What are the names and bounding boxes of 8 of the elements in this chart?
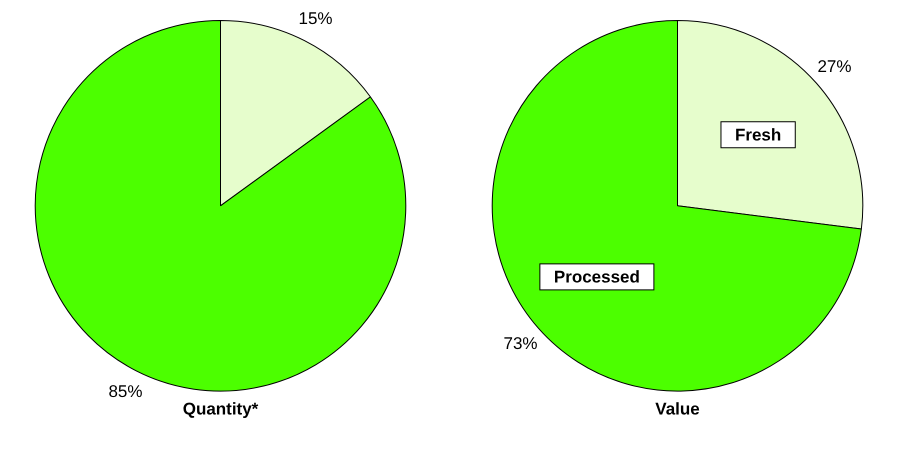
data-label: 85% xyxy=(108,382,142,401)
data-label: 15% xyxy=(298,9,333,28)
slice-label: Fresh xyxy=(734,125,782,144)
data-label: 73% xyxy=(503,334,538,353)
text: Value xyxy=(655,399,700,418)
data-label: 27% xyxy=(817,57,852,76)
slice-label: Processed xyxy=(554,268,640,287)
text: Quantity* xyxy=(182,399,259,418)
